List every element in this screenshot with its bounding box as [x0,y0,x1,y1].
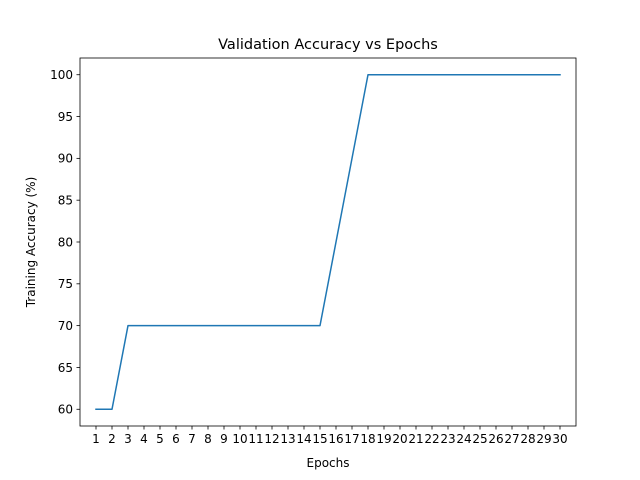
y-tick-label: 65 [58,361,73,375]
plot-area [80,58,576,426]
x-tick-label: 3 [124,432,132,446]
y-tick-label: 100 [50,68,73,82]
y-tick-label: 80 [58,235,73,249]
x-tick-label: 29 [536,432,551,446]
x-tick-label: 18 [360,432,375,446]
x-tick-label: 1 [92,432,100,446]
x-tick-label: 10 [232,432,247,446]
x-tick-label: 27 [504,432,519,446]
x-tick-label: 26 [488,432,503,446]
y-tick-label: 75 [58,277,73,291]
x-tick-label: 24 [456,432,471,446]
x-tick-label: 2 [108,432,116,446]
x-tick-label: 16 [328,432,343,446]
x-tick-label: 19 [376,432,391,446]
x-tick-label: 25 [472,432,487,446]
y-tick-label: 95 [58,110,73,124]
x-tick-label: 13 [280,432,295,446]
x-tick-label: 20 [392,432,407,446]
chart-title: Validation Accuracy vs Epochs [218,37,438,53]
x-tick-label: 11 [248,432,263,446]
x-tick-label: 8 [204,432,212,446]
x-tick-label: 17 [344,432,359,446]
y-axis-ticks: 60 65 70 75 80 85 90 95 100 [50,68,80,417]
y-tick-label: 85 [58,193,73,207]
x-axis-ticks: 1 2 3 4 5 6 7 8 9 10 11 12 13 14 15 16 17 18 19 20 21 22 23 24 2… [92,426,568,446]
y-axis-label: Training Accuracy (%) [24,177,38,309]
x-tick-label: 23 [440,432,455,446]
series-line-validation-accuracy [95,73,561,411]
x-axis-label: Epochs [307,456,350,470]
x-tick-label: 9 [220,432,228,446]
x-tick-label: 21 [408,432,423,446]
x-tick-label: 5 [156,432,164,446]
x-tick-label: 4 [140,432,148,446]
x-tick-label: 28 [520,432,535,446]
x-tick-label: 6 [172,432,180,446]
axes-frame [79,57,577,427]
x-tick-label: 15 [312,432,327,446]
x-tick-label: 7 [188,432,196,446]
y-tick-label: 60 [58,403,73,417]
y-tick-label: 70 [58,319,73,333]
x-tick-label: 22 [424,432,439,446]
y-tick-label: 90 [58,152,73,166]
x-tick-label: 12 [264,432,279,446]
x-tick-label: 14 [296,432,311,446]
x-tick-label: 30 [552,432,567,446]
